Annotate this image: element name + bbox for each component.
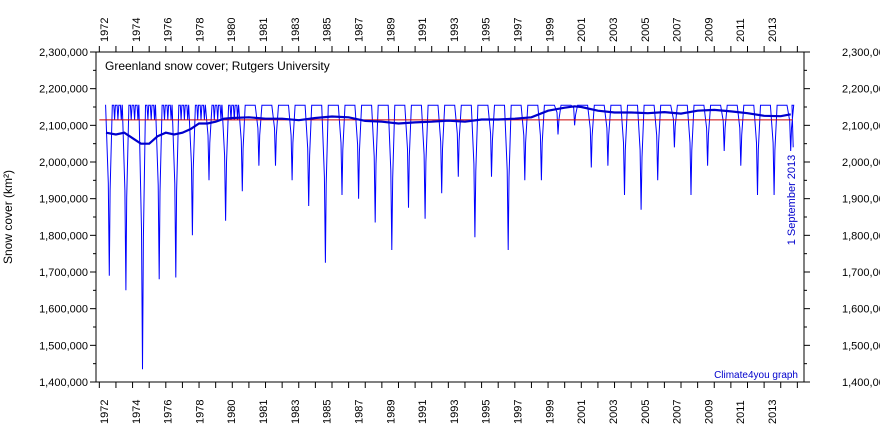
y-tick-label-left: 2,300,000 xyxy=(39,47,88,59)
y-axis-label: Snow cover (km²) xyxy=(1,170,15,264)
series-layer xyxy=(99,104,795,370)
y-tick-label-left: 1,500,000 xyxy=(39,340,88,352)
x-tick-label-top: 1972 xyxy=(99,18,111,42)
x-tick-label-bottom: 1980 xyxy=(226,400,238,424)
x-tick-label-bottom: 2011 xyxy=(735,400,747,424)
y-tick-label-right: 2,300,000 xyxy=(842,47,880,59)
x-tick-label-bottom: 1989 xyxy=(385,400,397,424)
x-tick-label-bottom: 1974 xyxy=(131,400,143,424)
date-annotation: 1 September 2013 xyxy=(786,155,798,246)
x-tick-label-bottom: 2005 xyxy=(640,400,652,424)
y-tick-label-right: 1,500,000 xyxy=(842,340,880,352)
x-tick-label-top: 1983 xyxy=(290,18,302,42)
x-tick-label-bottom: 1987 xyxy=(353,400,365,424)
y-tick-label-left: 1,600,000 xyxy=(39,304,88,316)
y-tick-label-right: 2,200,000 xyxy=(842,84,880,96)
x-tick-label-top: 2011 xyxy=(735,18,747,42)
x-tick-label-bottom: 1999 xyxy=(544,400,556,424)
y-tick-label-left: 1,400,000 xyxy=(39,377,88,389)
x-tick-label-top: 1991 xyxy=(417,18,429,42)
x-tick-label-top: 2013 xyxy=(767,18,779,42)
y-tick-label-left: 2,200,000 xyxy=(39,84,88,96)
x-tick-label-top: 2007 xyxy=(672,18,684,42)
series-running-mean-line xyxy=(105,105,791,145)
x-tick-label-top: 1981 xyxy=(258,18,270,42)
x-tick-label-top: 1995 xyxy=(481,18,493,42)
x-tick-label-bottom: 1985 xyxy=(322,400,334,424)
x-tick-label-bottom: 2001 xyxy=(576,400,588,424)
series-weekly-line xyxy=(105,104,795,370)
x-tick-label-top: 1987 xyxy=(353,18,365,42)
y-tick-label-right: 1,800,000 xyxy=(842,230,880,242)
x-tick-label-top: 2009 xyxy=(703,18,715,42)
y-tick-label-left: 1,700,000 xyxy=(39,267,88,279)
x-tick-label-bottom: 1983 xyxy=(290,400,302,424)
y-tick-label-left: 1,800,000 xyxy=(39,230,88,242)
x-tick-label-top: 1980 xyxy=(226,18,238,42)
y-tick-label-right: 2,100,000 xyxy=(842,120,880,132)
chart-title: Greenland snow cover; Rutgers University xyxy=(105,59,330,73)
x-tick-label-bottom: 1997 xyxy=(513,400,525,424)
y-tick-label-left: 2,100,000 xyxy=(39,120,88,132)
x-tick-label-top: 1993 xyxy=(449,18,461,42)
x-tick-label-top: 1978 xyxy=(194,18,206,42)
credit-label: Climate4you graph xyxy=(714,370,798,381)
y-tick-label-right: 1,900,000 xyxy=(842,194,880,206)
x-tick-label-bottom: 1995 xyxy=(481,400,493,424)
y-tick-label-right: 2,000,000 xyxy=(842,157,880,169)
x-tick-label-bottom: 2009 xyxy=(703,400,715,424)
x-tick-label-bottom: 2007 xyxy=(672,400,684,424)
x-tick-label-top: 2001 xyxy=(576,18,588,42)
x-tick-label-top: 1999 xyxy=(544,18,556,42)
x-tick-label-top: 1985 xyxy=(322,18,334,42)
axes: 1,400,000 1,400,000 1,500,000 1,500,000 1,60… xyxy=(39,18,880,424)
y-tick-label-left: 2,000,000 xyxy=(39,157,88,169)
plot-frame xyxy=(95,51,805,383)
x-tick-label-top: 1989 xyxy=(385,18,397,42)
y-tick-label-right: 1,400,000 xyxy=(842,377,880,389)
y-tick-label-right: 1,700,000 xyxy=(842,267,880,279)
x-tick-label-bottom: 2013 xyxy=(767,400,779,424)
y-tick-label-right: 1,600,000 xyxy=(842,304,880,316)
x-tick-label-top: 2005 xyxy=(640,18,652,42)
y-tick-label-left: 1,900,000 xyxy=(39,194,88,206)
x-tick-label-top: 2003 xyxy=(608,18,620,42)
x-tick-label-top: 1974 xyxy=(131,18,143,42)
x-tick-label-bottom: 1981 xyxy=(258,400,270,424)
x-tick-label-bottom: 1991 xyxy=(417,400,429,424)
x-tick-label-top: 1997 xyxy=(513,18,525,42)
x-tick-label-bottom: 1993 xyxy=(449,400,461,424)
x-tick-label-top: 1976 xyxy=(163,18,175,42)
x-tick-label-bottom: 2003 xyxy=(608,400,620,424)
x-tick-label-bottom: 1972 xyxy=(99,400,111,424)
x-tick-label-bottom: 1978 xyxy=(194,400,206,424)
x-tick-label-bottom: 1976 xyxy=(163,400,175,424)
